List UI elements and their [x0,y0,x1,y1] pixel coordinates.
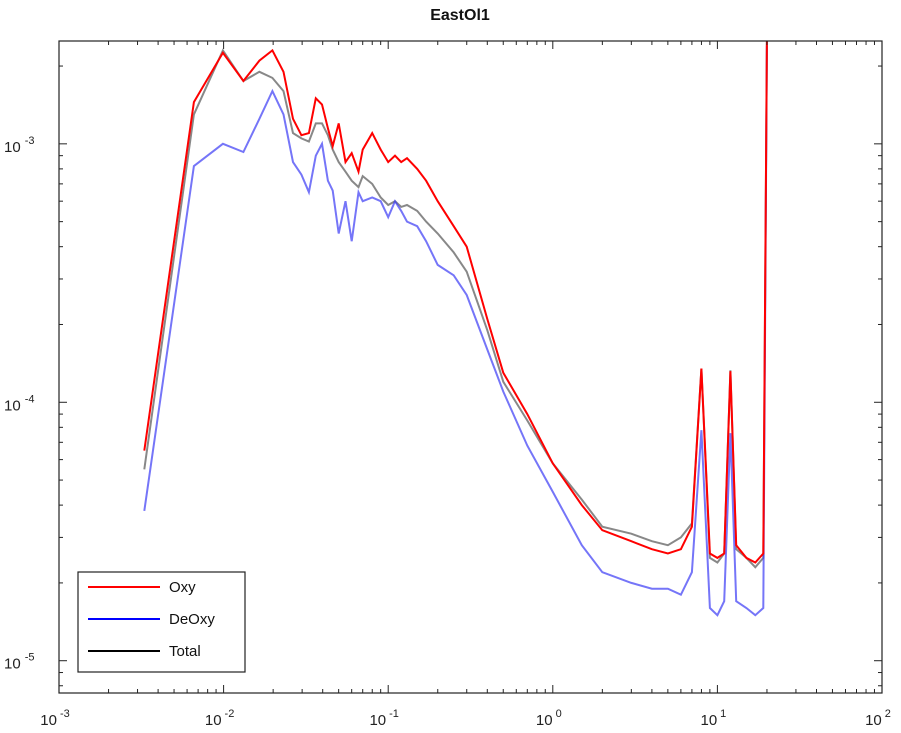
x-tick-label: 10 1 [700,708,726,729]
chart-title: EastOl1 [430,7,490,24]
x-tick-label: 10 2 [865,708,891,729]
x-tick-label: 10 -1 [369,708,398,729]
y-tick-label: 10 -4 [4,393,34,414]
y-tick-label: 10 -5 [4,652,34,673]
legend-box [77,571,246,673]
legend: Oxy DeOxy Total [77,571,246,673]
y-tick-label: 10 -3 [4,135,34,156]
ticks-layer: 10 -3 10 -2 10 -1 10 0 10 1 10 2 10 -5 10 -4 10 -3 [4,41,891,729]
plot-frame [58,40,883,694]
legend-label-deoxy: DeOxy [169,611,215,628]
series-layer [143,40,768,617]
x-tick-label: 10 -3 [40,708,69,729]
x-tick-label: 10 -2 [205,708,234,729]
x-tick-label: 10 0 [536,708,562,729]
legend-label-total: Total [169,643,201,660]
series-line-total [143,40,768,569]
series-line-oxy [143,40,768,564]
series-line-deoxy [143,45,768,617]
legend-label-oxy: Oxy [169,579,196,596]
